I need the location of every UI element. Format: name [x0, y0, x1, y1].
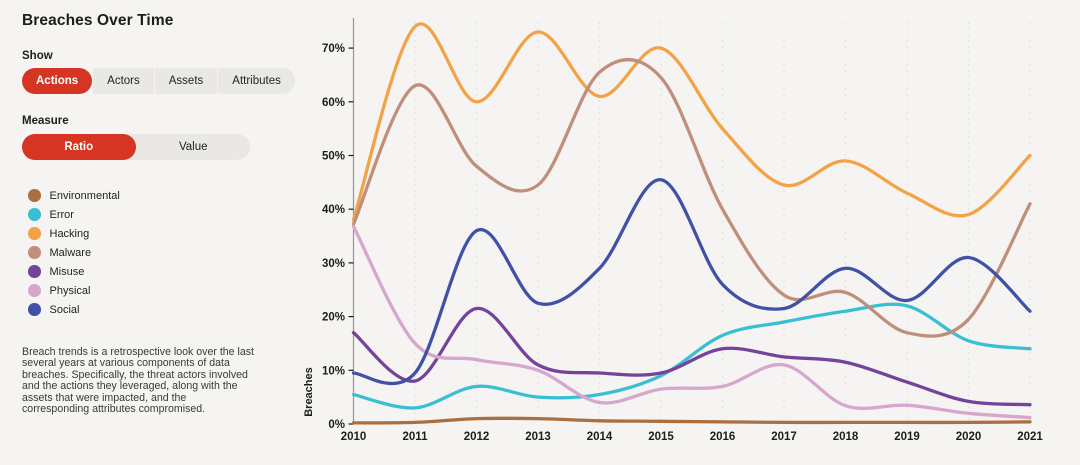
legend-item-label: Environmental [49, 189, 120, 202]
y-axis-tick-label: 60% [322, 97, 345, 109]
show-label: Show [22, 50, 53, 62]
series-line-malware[interactable] [351, 57, 1032, 338]
x-axis-tick-label: 2018 [833, 431, 859, 443]
series-line-misuse[interactable] [351, 306, 1032, 407]
show-option-actors[interactable]: Actors [93, 68, 154, 94]
measure-label: Measure [22, 115, 69, 127]
series-line-physical[interactable] [351, 224, 1032, 420]
y-axis-tick-label: 10% [322, 365, 345, 377]
legend-item-label: Hacking [49, 227, 90, 240]
y-axis-title: Breaches [303, 367, 315, 417]
legend-swatch-misuse [28, 265, 41, 278]
legend-item-misuse[interactable]: Misuse [28, 262, 120, 281]
y-axis-tick-label: 40% [322, 204, 345, 216]
page-title: Breaches Over Time [22, 12, 174, 29]
y-axis-tick-label: 30% [322, 258, 345, 270]
legend-swatch-error [28, 208, 41, 221]
show-option-attributes[interactable]: Attributes [218, 68, 295, 94]
y-axis-tick-label: 50% [322, 151, 345, 163]
description-text: Breach trends is a retrospective look ov… [22, 346, 254, 416]
sidebar: Breaches Over Time Show Actions Actors Ass… [22, 0, 295, 465]
legend-item-hacking[interactable]: Hacking [28, 224, 120, 243]
measure-option-value[interactable]: Value [137, 134, 251, 160]
series-line-social[interactable] [351, 178, 1032, 386]
legend-item-environmental[interactable]: Environmental [28, 186, 120, 205]
y-axis-tick-label: 70% [322, 43, 345, 55]
x-axis-tick-label: 2021 [1017, 431, 1043, 443]
x-axis-tick-label: 2012 [464, 431, 490, 443]
x-axis-tick-label: 2017 [771, 431, 797, 443]
series-line-hacking[interactable] [351, 22, 1032, 222]
measure-segmented-control: Ratio Value [22, 134, 250, 160]
series-line-error[interactable] [351, 302, 1032, 410]
x-axis-tick-label: 2014 [587, 431, 613, 443]
legend-item-label: Social [49, 303, 80, 316]
legend-swatch-social [28, 303, 41, 316]
legend-item-malware[interactable]: Malware [28, 243, 120, 262]
legend-item-label: Error [49, 208, 74, 221]
legend-item-error[interactable]: Error [28, 205, 120, 224]
show-option-actions[interactable]: Actions [22, 68, 93, 94]
legend-item-social[interactable]: Social [28, 300, 120, 319]
legend-item-label: Misuse [49, 265, 85, 278]
legend-swatch-environmental [28, 189, 41, 202]
x-axis-tick-label: 2019 [894, 431, 920, 443]
measure-option-ratio[interactable]: Ratio [22, 134, 136, 160]
legend-item-label: Malware [49, 246, 92, 259]
x-axis-tick-label: 2013 [525, 431, 551, 443]
x-axis-tick-label: 2015 [648, 431, 674, 443]
series-line-environmental[interactable] [351, 416, 1032, 425]
legend-item-physical[interactable]: Physical [28, 281, 120, 300]
legend-swatch-malware [28, 246, 41, 259]
show-option-assets[interactable]: Assets [154, 68, 218, 94]
legend-swatch-hacking [28, 227, 41, 240]
x-axis-tick-label: 2020 [956, 431, 982, 443]
x-axis-tick-label: 2011 [403, 431, 429, 443]
y-axis-tick-label: 20% [322, 312, 345, 324]
y-axis-tick-label: 0% [328, 419, 345, 431]
legend-swatch-physical [28, 284, 41, 297]
show-segmented-control: Actions Actors Assets Attributes [22, 68, 295, 94]
x-axis-tick-label: 2016 [710, 431, 736, 443]
legend-item-label: Physical [49, 284, 91, 297]
legend: Environmental Error Hacking Malware Misuse Ph… [28, 186, 120, 319]
x-axis-tick-label: 2010 [341, 431, 367, 443]
